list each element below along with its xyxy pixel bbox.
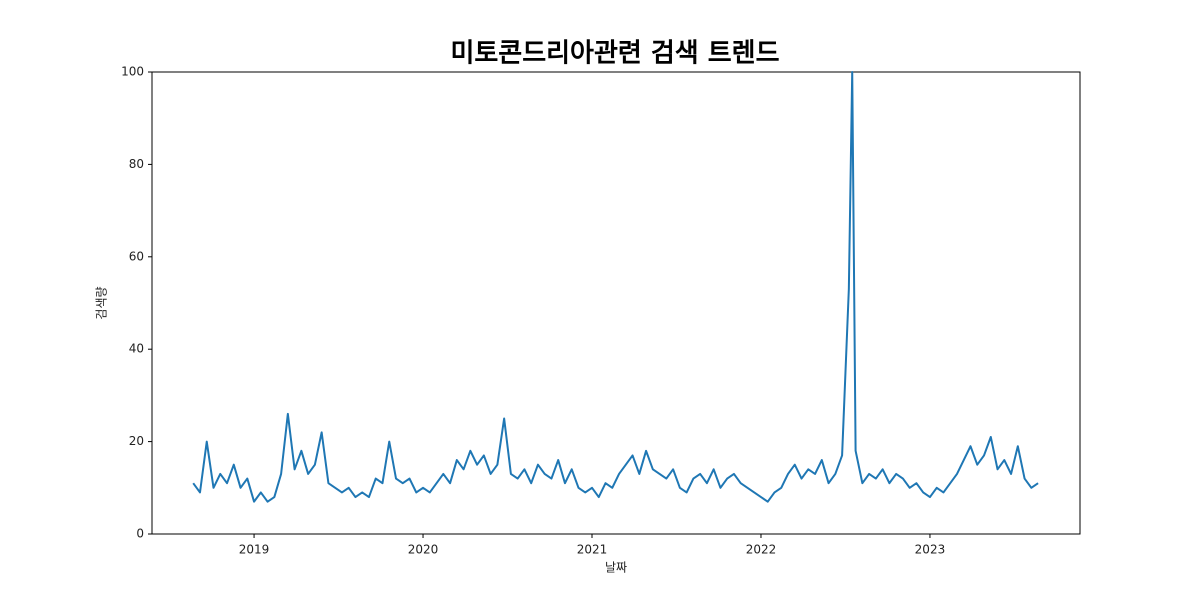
x-tick-label: 2019 [239, 543, 270, 557]
y-tick-label: 100 [121, 65, 144, 79]
x-tick-label: 2023 [915, 543, 946, 557]
plot-frame [151, 71, 1081, 535]
x-tick-label: 2020 [408, 543, 439, 557]
y-tick-label: 40 [129, 342, 144, 356]
y-tick-label: 60 [129, 249, 144, 263]
y-tick-label: 80 [129, 157, 144, 171]
y-tick-label: 0 [136, 527, 144, 541]
y-tick-label: 20 [129, 434, 144, 448]
x-axis-label: 날짜 [605, 561, 627, 575]
x-tick-label: 2021 [577, 543, 608, 557]
x-tick-label: 2022 [746, 543, 777, 557]
y-axis-label: 검색량 [95, 286, 109, 319]
line-series [192, 71, 1039, 503]
chart-title: 미토콘드리아관련 검색 트렌드 [450, 39, 779, 69]
